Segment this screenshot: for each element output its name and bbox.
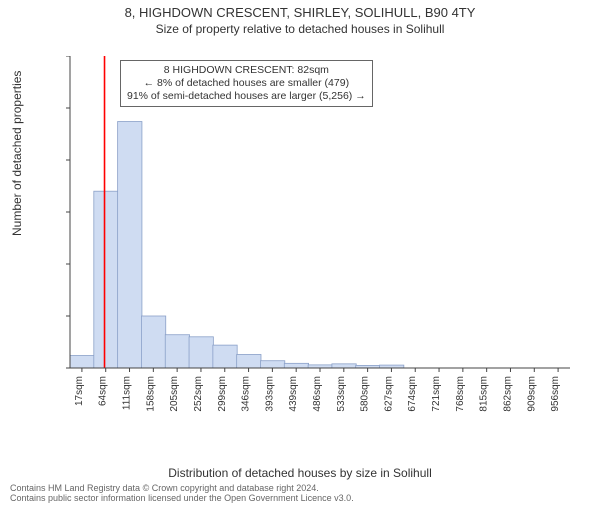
x-tick-label: 721sqm [431, 376, 442, 412]
y-axis-label: Number of detached properties [10, 71, 24, 236]
annotation-line-3: 91% of semi-detached houses are larger (… [127, 90, 366, 103]
histogram-plot: 05001000150020002500300017sqm64sqm111sqm… [66, 56, 574, 416]
x-tick-label: 909sqm [526, 376, 537, 412]
histogram-bar [237, 354, 261, 368]
histogram-bar [332, 364, 356, 368]
annotation-line-2: ← 8% of detached houses are smaller (479… [127, 77, 366, 90]
footer-attribution: Contains HM Land Registry data © Crown c… [10, 484, 354, 504]
annotation-box: 8 HIGHDOWN CRESCENT: 82sqm ← 8% of detac… [120, 60, 373, 107]
x-tick-label: 393sqm [264, 376, 275, 412]
histogram-bar [141, 316, 165, 368]
histogram-bar [189, 337, 213, 368]
histogram-bar [260, 361, 284, 368]
chart-area: 05001000150020002500300017sqm64sqm111sqm… [66, 56, 574, 416]
chart-subtitle: Size of property relative to detached ho… [0, 22, 600, 36]
x-tick-label: 486sqm [312, 376, 323, 412]
x-tick-label: 533sqm [336, 376, 347, 412]
x-tick-label: 439sqm [288, 376, 299, 412]
x-tick-label: 674sqm [407, 376, 418, 412]
chart-title: 8, HIGHDOWN CRESCENT, SHIRLEY, SOLIHULL,… [0, 6, 600, 20]
x-tick-label: 768sqm [455, 376, 466, 412]
histogram-bar [94, 191, 118, 368]
footer-line-2: Contains public sector information licen… [10, 494, 354, 504]
x-tick-label: 956sqm [550, 376, 561, 412]
x-tick-label: 299sqm [217, 376, 228, 412]
x-tick-label: 111sqm [122, 376, 133, 410]
histogram-bar [165, 335, 189, 368]
x-tick-label: 64sqm [98, 376, 109, 406]
x-tick-label: 17sqm [74, 376, 85, 406]
histogram-bar [70, 356, 94, 368]
x-tick-label: 252sqm [193, 376, 204, 412]
x-tick-label: 580sqm [360, 376, 371, 412]
x-tick-label: 346sqm [241, 376, 252, 412]
histogram-bar [118, 122, 142, 368]
x-tick-label: 862sqm [502, 376, 513, 412]
x-tick-label: 627sqm [383, 376, 394, 412]
x-tick-label: 205sqm [169, 376, 180, 412]
x-tick-label: 815sqm [479, 376, 490, 412]
x-tick-label: 158sqm [145, 376, 156, 412]
histogram-bar [284, 363, 308, 368]
x-axis-label: Distribution of detached houses by size … [0, 466, 600, 480]
annotation-line-1: 8 HIGHDOWN CRESCENT: 82sqm [127, 64, 366, 77]
histogram-bar [213, 345, 237, 368]
